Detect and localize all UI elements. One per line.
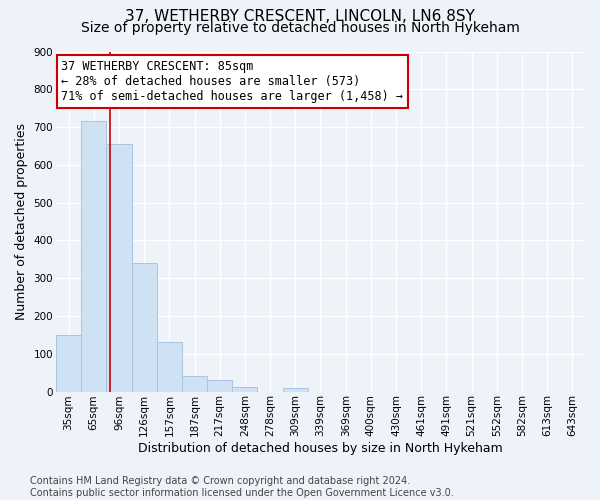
Text: 37, WETHERBY CRESCENT, LINCOLN, LN6 8SY: 37, WETHERBY CRESCENT, LINCOLN, LN6 8SY (125, 9, 475, 24)
Bar (157, 342, 182, 392)
X-axis label: Distribution of detached houses by size in North Hykeham: Distribution of detached houses by size … (138, 442, 503, 455)
Text: 37 WETHERBY CRESCENT: 85sqm
← 28% of detached houses are smaller (573)
71% of se: 37 WETHERBY CRESCENT: 85sqm ← 28% of det… (61, 60, 403, 103)
Bar (106, 144, 131, 392)
Bar (207, 380, 232, 392)
Y-axis label: Number of detached properties: Number of detached properties (15, 123, 28, 320)
Bar (232, 386, 257, 392)
Text: Size of property relative to detached houses in North Hykeham: Size of property relative to detached ho… (80, 21, 520, 35)
Text: Contains HM Land Registry data © Crown copyright and database right 2024.
Contai: Contains HM Land Registry data © Crown c… (30, 476, 454, 498)
Bar (81, 122, 106, 392)
Bar (283, 388, 308, 392)
Bar (131, 263, 157, 392)
Bar (56, 335, 81, 392)
Bar (182, 376, 207, 392)
